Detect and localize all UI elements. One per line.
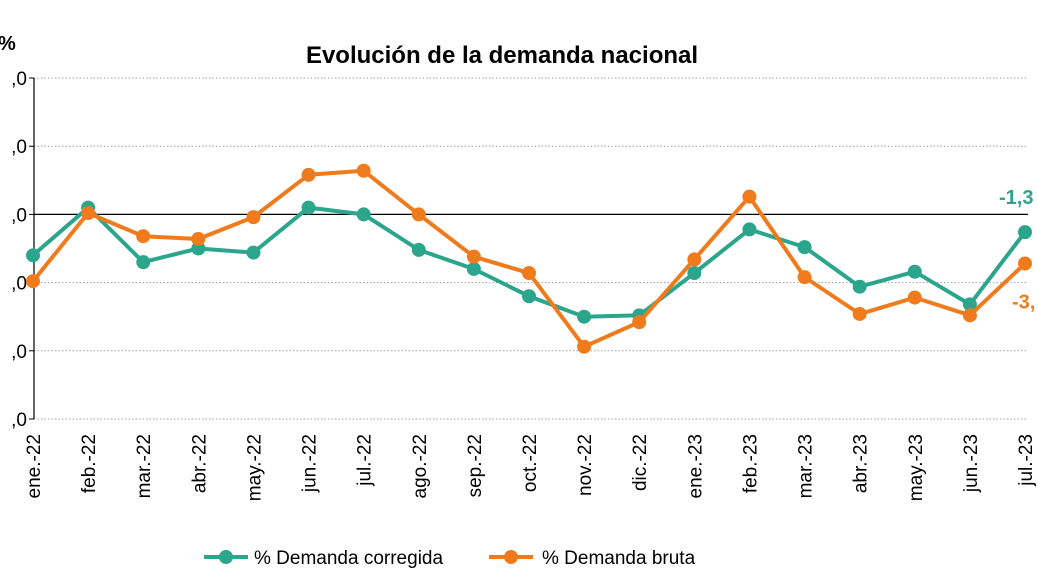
x-tick-label: jul.-22 bbox=[355, 434, 376, 487]
legend: % Demanda corregida % Demanda bruta bbox=[204, 548, 696, 569]
axes bbox=[29, 77, 1028, 420]
x-tick-label: ene.-23 bbox=[685, 434, 706, 498]
end-value-label: -3, bbox=[1012, 292, 1035, 314]
series-demanda-bruta bbox=[26, 163, 1032, 354]
x-tick-label: jul.-23 bbox=[1016, 434, 1037, 487]
data-point bbox=[466, 249, 481, 264]
data-point bbox=[687, 252, 702, 267]
y-tick-label: ,0 bbox=[11, 69, 27, 90]
data-point bbox=[632, 315, 647, 330]
data-point bbox=[962, 297, 977, 312]
x-tick-label: nov.-22 bbox=[575, 434, 596, 496]
data-point bbox=[26, 274, 40, 289]
data-point bbox=[687, 266, 702, 281]
data-point bbox=[577, 339, 592, 354]
data-point bbox=[742, 189, 757, 204]
y-tick-labels: ,0 ,0 ,0 ,0 ,0 ,0 bbox=[11, 69, 27, 431]
data-point bbox=[411, 207, 426, 222]
data-point bbox=[852, 279, 867, 294]
x-tick-label: may.-23 bbox=[906, 434, 927, 501]
data-point bbox=[26, 248, 40, 263]
data-point bbox=[962, 308, 977, 323]
end-labels: -1,3 -3, bbox=[999, 187, 1035, 313]
data-point bbox=[301, 200, 316, 215]
grid-lines bbox=[34, 77, 1028, 420]
y-tick-label: ,0 bbox=[11, 205, 27, 226]
legend-entry: % Demanda corregida bbox=[254, 548, 443, 569]
data-point bbox=[797, 270, 812, 285]
x-tick-label: abr.-22 bbox=[189, 434, 210, 493]
legend-swatch-marker bbox=[219, 550, 233, 564]
x-tick-label: feb.-22 bbox=[79, 434, 100, 493]
x-tick-label: ago.-22 bbox=[410, 434, 431, 498]
x-tick-label: sep.-22 bbox=[465, 434, 486, 497]
series-demanda-corregida bbox=[26, 200, 1032, 324]
x-tick-labels: ene.-22 feb.-22 mar.-22 abr.-22 may.-22 jun.-… bbox=[24, 434, 1037, 501]
x-tick-label: feb.-23 bbox=[740, 434, 761, 493]
data-point bbox=[301, 167, 316, 182]
chart-title: Evolución de la demanda nacional bbox=[306, 42, 698, 69]
data-point bbox=[577, 309, 592, 324]
data-point bbox=[907, 264, 922, 279]
legend-swatch-marker bbox=[504, 550, 518, 564]
data-point bbox=[522, 289, 536, 304]
data-point bbox=[136, 255, 151, 270]
x-tick-label: dic.-22 bbox=[630, 434, 651, 491]
data-point bbox=[246, 210, 261, 225]
data-point bbox=[136, 229, 151, 244]
y-tick-label: ,0 bbox=[11, 137, 27, 158]
x-tick-label: mar.-23 bbox=[796, 434, 817, 498]
y-tick-label: ,0 bbox=[11, 274, 27, 295]
data-point bbox=[1018, 256, 1032, 271]
data-point bbox=[81, 206, 96, 221]
end-value-label: -1,3 bbox=[999, 187, 1033, 209]
series-line bbox=[31, 168, 1027, 349]
data-point bbox=[797, 240, 812, 255]
data-point bbox=[246, 245, 261, 260]
data-point bbox=[411, 242, 426, 257]
x-tick-label: jun.-22 bbox=[300, 434, 321, 493]
x-tick-label: jun.-23 bbox=[961, 434, 982, 493]
y-tick-label: ,0 bbox=[11, 342, 27, 363]
data-point bbox=[852, 306, 867, 321]
data-point bbox=[191, 231, 206, 246]
data-point bbox=[356, 207, 371, 222]
y-unit-label: % bbox=[0, 33, 16, 55]
data-point bbox=[466, 261, 481, 276]
x-tick-label: oct.-22 bbox=[520, 434, 541, 492]
data-point bbox=[742, 222, 757, 237]
data-point bbox=[356, 163, 371, 178]
legend-entry: % Demanda bruta bbox=[542, 548, 696, 569]
data-point bbox=[907, 290, 922, 305]
x-tick-label: abr.-23 bbox=[851, 434, 872, 493]
x-tick-label: ene.-22 bbox=[24, 434, 45, 498]
y-tick-label: ,0 bbox=[11, 410, 27, 431]
data-point bbox=[1018, 225, 1032, 240]
series-group bbox=[26, 163, 1032, 354]
x-tick-label: may.-22 bbox=[244, 434, 265, 501]
data-point bbox=[522, 266, 536, 281]
x-tick-label: mar.-22 bbox=[134, 434, 155, 498]
